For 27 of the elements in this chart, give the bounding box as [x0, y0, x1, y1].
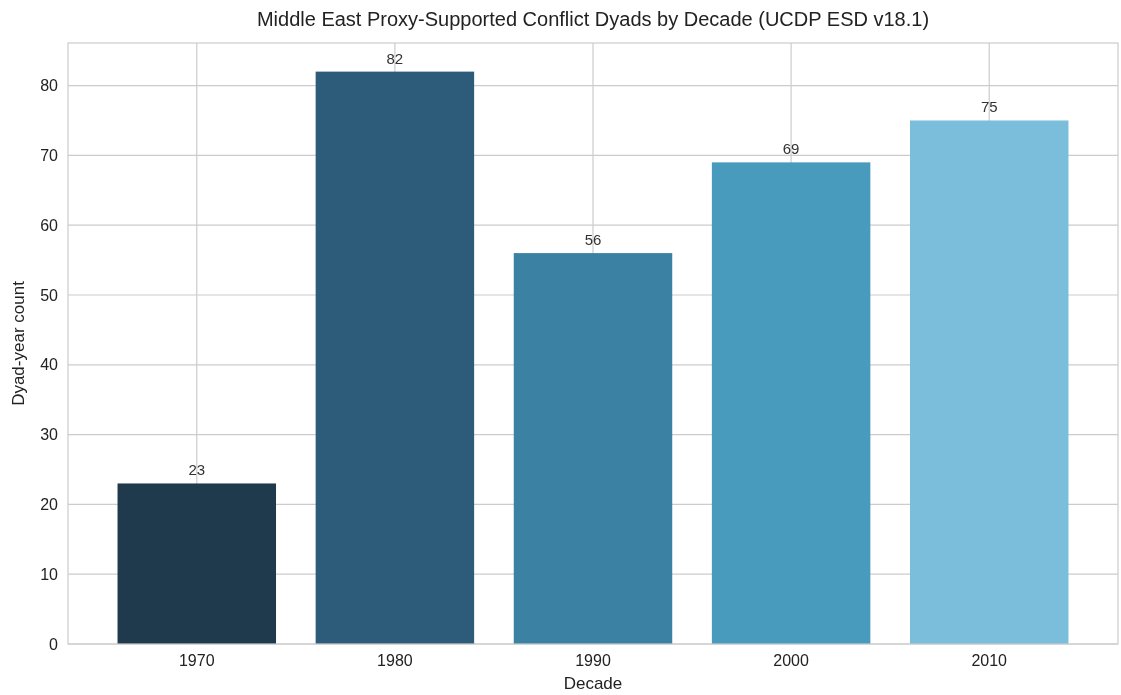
y-tick-label: 30 — [40, 426, 59, 444]
data-label: 56 — [584, 231, 602, 249]
y-tick-label: 20 — [40, 495, 59, 513]
bar — [315, 71, 475, 644]
y-tick-label: 80 — [40, 77, 59, 95]
data-label: 69 — [782, 140, 800, 158]
y-tick-label: 10 — [40, 565, 59, 583]
y-tick-label: 40 — [40, 356, 59, 374]
x-tick-label: 1990 — [575, 652, 611, 669]
y-tick-label: 0 — [49, 635, 59, 653]
y-axis-title: Dyad-year count — [9, 280, 28, 406]
y-tick-label: 60 — [40, 216, 59, 234]
data-label: 82 — [386, 49, 404, 67]
x-tick-label: 1970 — [178, 652, 215, 669]
x-tick-label: 2000 — [773, 652, 810, 669]
bar — [711, 162, 871, 644]
bar — [513, 253, 673, 644]
x-axis-title: Decade — [563, 674, 623, 693]
y-tick-label: 70 — [40, 146, 59, 164]
x-tick-label: 2010 — [971, 652, 1008, 669]
bar — [909, 120, 1069, 644]
data-label: 23 — [188, 461, 206, 479]
x-tick-label: 1980 — [377, 652, 413, 669]
data-label: 75 — [980, 98, 998, 116]
y-tick-label: 50 — [40, 286, 59, 304]
bar — [117, 483, 277, 644]
chart-title: Middle East Proxy-Supported Conflict Dyads by Decade (UCDP ESD v18.1) — [256, 8, 930, 30]
